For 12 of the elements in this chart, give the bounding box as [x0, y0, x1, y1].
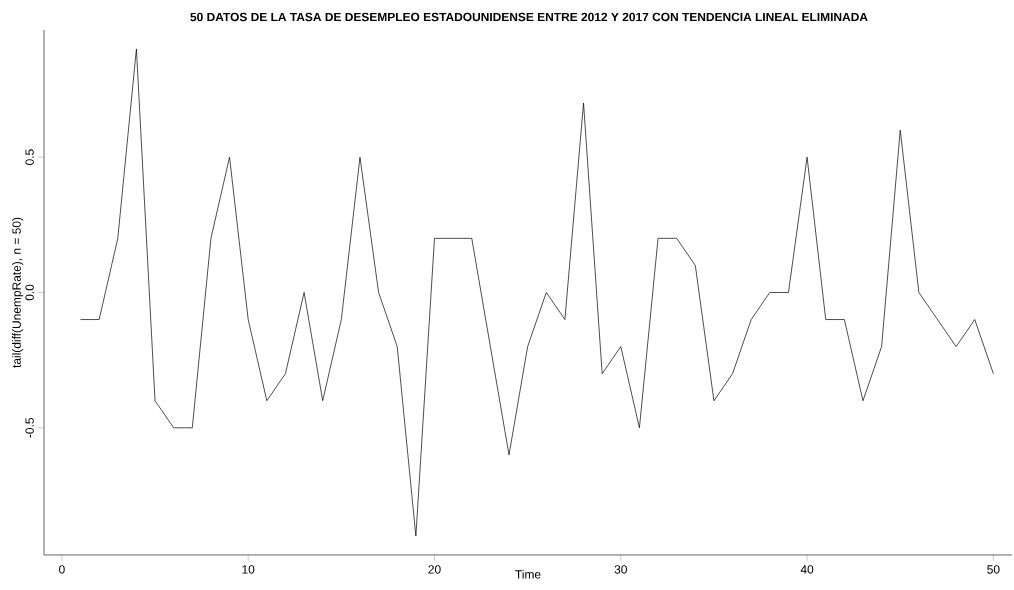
x-tick-label: 40 [800, 565, 814, 574]
y-tick-label: 0.5 [25, 149, 34, 166]
x-tick-label: 50 [987, 565, 1000, 574]
chart-title: 50 DATOS DE LA TASA DE DESEMPLEO ESTADOUNIDENSE ENTRE 2012 Y 2017 CON TENDENCIA LINEAL ELIMINADA [190, 12, 868, 22]
x-tick-label: 0 [59, 565, 65, 574]
x-axis-title: Time [515, 569, 541, 579]
x-tick-label: 20 [428, 565, 441, 574]
y-axis-title: tail(diff(UnempRate), n = 50) [12, 217, 24, 368]
y-tick-label: 0.0 [25, 284, 34, 301]
x-tick-label: 10 [242, 565, 255, 574]
y-tick-label: -0.5 [25, 418, 34, 438]
x-tick-label: 30 [614, 565, 627, 574]
